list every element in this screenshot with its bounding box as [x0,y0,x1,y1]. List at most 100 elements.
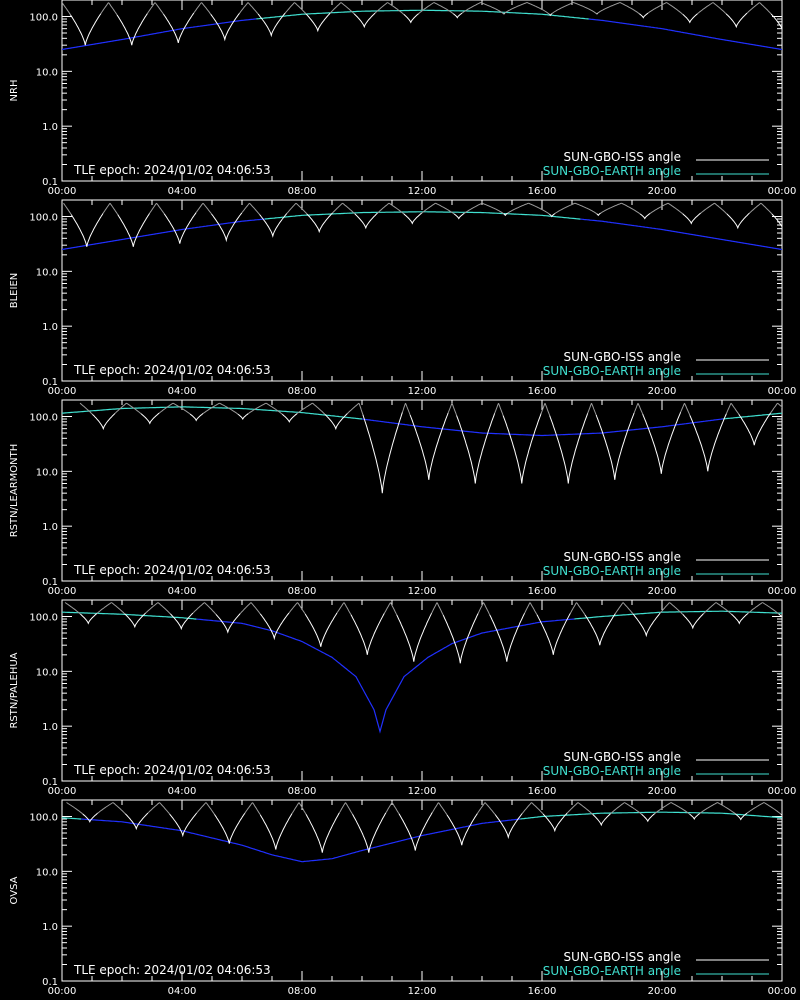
iss-angle-line [92,413,116,431]
iss-angle-line [338,802,346,814]
x-tick-label: 20:00 [648,986,677,997]
iss-angle-line [374,2,388,14]
y-tick-label: 1.0 [42,122,58,133]
iss-angle-line [622,602,634,615]
iss-angle-line [385,802,393,814]
iss-angle-line [286,202,297,214]
tle-epoch-text: TLE epoch: 2024/01/02 04:06:53 [73,763,271,777]
iss-angle-line [746,802,765,814]
iss-angle-line [624,802,642,815]
iss-angle-line [324,413,348,431]
iss-angle-line [600,202,622,214]
iss-angle-line [524,602,531,614]
iss-angle-line [610,802,625,815]
earth-angle-line [62,218,265,251]
y-axis-ticks [62,399,782,582]
iss-angle-line [296,402,313,415]
x-tick-label: 04:00 [168,986,197,997]
iss-angle-line [446,813,478,846]
panel-1: 0.1 1.0 10.0 100.0 00:00 04:00 08:00 12:00 16:00… [9,0,800,197]
earth-angle-line [62,817,82,820]
iss-angle-line [494,403,499,414]
iss-angle-line [689,413,727,472]
iss-angle-line [542,812,568,833]
x-tick-label: 12:00 [408,586,437,597]
iss-angle-line [587,403,592,414]
iss-angle-line [140,412,160,425]
iss-angle-line [794,603,800,614]
iss-angle-line [503,12,505,15]
iss-angle-line [294,2,307,15]
iss-angle-line [114,402,127,414]
iss-angle-line [573,2,598,15]
x-tick-label: 00:00 [768,786,797,797]
iss-angle-line [476,802,486,814]
iss-angle-line [247,402,267,415]
iss-angle-line [249,202,260,215]
iss-angle-line [214,813,246,844]
iss-angle-line [159,802,170,815]
y-tick-label: 0.1 [42,177,58,188]
iss-angle-line [461,2,481,14]
iss-angle-line [725,402,732,414]
iss-angle-line [494,813,523,840]
plot-area [62,402,782,494]
tle-epoch-text: TLE epoch: 2024/01/02 04:06:53 [73,363,271,377]
iss-angle-line [329,2,342,14]
iss-angle-line [265,402,283,415]
iss-angle-line [201,2,212,15]
x-tick-label: 20:00 [648,786,677,797]
iss-angle-line [192,602,205,614]
iss-angle-line [680,402,685,413]
y-tick-label: 100.0 [29,613,58,624]
iss-angle-line [730,402,740,415]
y-axis-ticks [62,799,782,982]
iss-angle-line [64,602,81,615]
y-tick-label: 10.0 [36,467,58,478]
iss-angle-line [157,602,171,615]
iss-angle-line [669,602,684,615]
iss-angle-line [453,12,463,19]
iss-angle-line [239,602,252,614]
iss-angle-line [297,602,306,615]
iss-angle-line [498,403,504,416]
iss-angle-line [684,402,691,416]
iss-angle-line [146,2,156,14]
iss-angle-line [540,403,546,414]
iss-angle-line [145,602,159,614]
iss-angle-line [502,413,542,484]
x-tick-label: 08:00 [288,386,317,397]
y-tick-label: 10.0 [36,867,58,878]
iss-angle-line [259,612,290,641]
iss-angle-line [332,202,343,214]
iss-angle-line [237,413,249,420]
iss-angle-line [726,212,750,230]
iss-angle-line [102,202,111,214]
y-tick-label: 100.0 [29,813,58,824]
iss-angle-line [725,12,748,29]
iss-angle-line [760,202,773,215]
iss-angle-line [549,13,553,17]
iss-angle-line [526,2,550,15]
iss-angle-line [244,802,253,814]
iss-angle-line [637,402,644,415]
iss-angle-line [654,802,672,814]
iss-angle-line [405,403,411,416]
x-tick-label: 16:00 [528,186,557,197]
y-tick-label: 100.0 [29,13,58,24]
iss-angle-line [795,3,800,14]
iss-angle-line [336,602,345,614]
iss-angle-line [551,2,574,15]
iss-angle-line [111,602,126,615]
x-tick-label: 04:00 [168,386,197,397]
x-axis-ticks [61,600,783,781]
x-tick-label: 00:00 [48,786,77,797]
iss-angle-line [566,802,579,814]
y-axis-ticks [62,199,782,382]
iss-angle-line [387,2,405,15]
iss-angle-line [717,802,736,815]
iss-angle-line [390,602,398,616]
iss-angle-line [116,13,148,46]
